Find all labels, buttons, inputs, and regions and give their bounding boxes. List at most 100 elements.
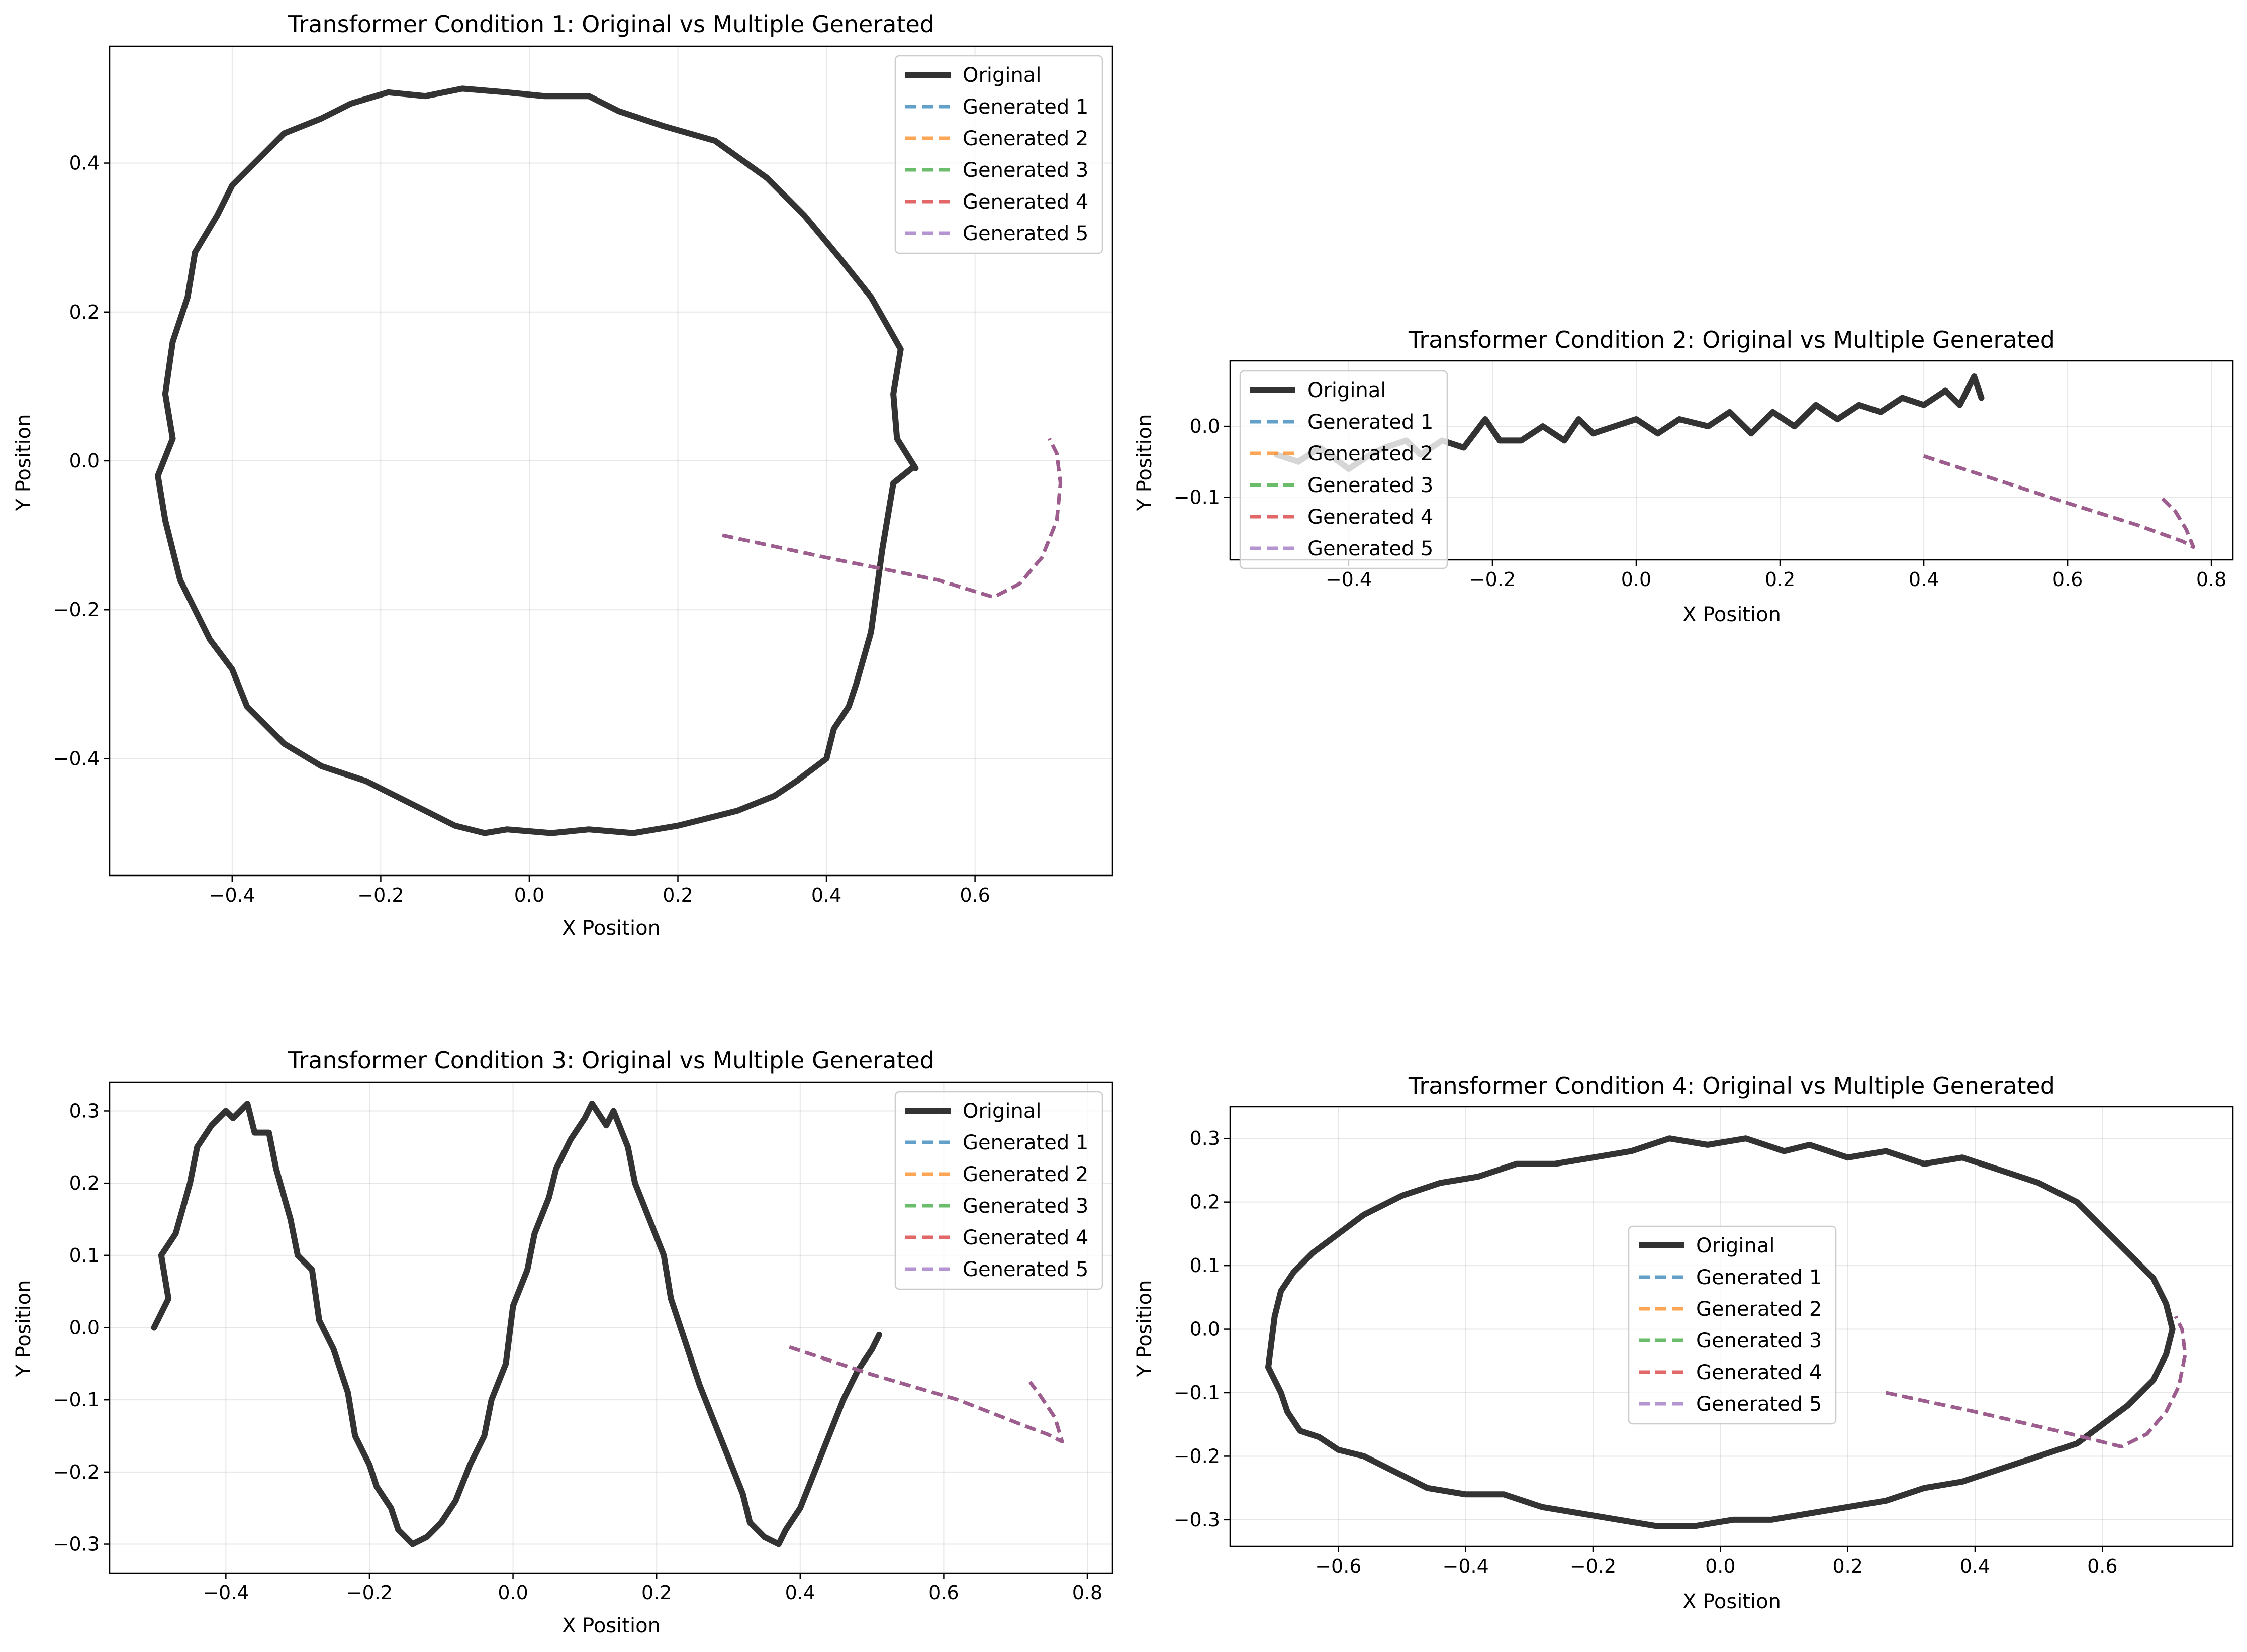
plot-area: −0.4 −0.2 0.0 0.2 0.4 0.6 0.8 −0.3 −0.2 −0.1 0.0 0.… [53, 1081, 1113, 1604]
legend: Original Generated 1 Generated 2 Generated … [894, 55, 1103, 254]
legend-label: Generated 4 [963, 1226, 1088, 1249]
x-axis-label: X Position [562, 1614, 661, 1637]
y-tick-label: 0.0 [1190, 1318, 1220, 1340]
x-tick-label: 0.4 [1909, 568, 1939, 591]
series-line-generated-5 [789, 1345, 1064, 1443]
y-tick-label: 0.2 [69, 1172, 100, 1194]
legend: Original Generated 1 Generated 2 Generated … [894, 1091, 1103, 1290]
legend-label: Generated 1 [963, 95, 1088, 119]
legend-label: Generated 1 [963, 1131, 1088, 1154]
x-tick-label: −0.4 [203, 1582, 249, 1604]
y-tick-label: −0.4 [53, 747, 100, 769]
x-tick-label: 0.6 [960, 884, 990, 906]
y-tick-label: −0.2 [53, 1461, 100, 1483]
x-tick-label: 0.0 [1705, 1555, 1735, 1577]
series-line-generated-1 [722, 438, 1063, 599]
chart-title: Transformer Condition 3: Original vs Mul… [288, 1047, 934, 1074]
legend-label: Generated 3 [963, 159, 1088, 182]
subplot-condition-4: Transformer Condition 4: Original vs Mul… [1133, 1072, 2234, 1613]
x-tick-label: 0.4 [1960, 1555, 1990, 1577]
y-tick-label: 0.0 [69, 1317, 100, 1339]
y-tick-label: 0.0 [69, 450, 100, 472]
legend-label: Original [963, 64, 1042, 87]
series-lines [1265, 1135, 2187, 1529]
series-lines [155, 85, 1063, 836]
x-tick-label: −0.4 [1443, 1555, 1489, 1577]
x-tick-label: 0.8 [1072, 1582, 1102, 1604]
y-tick-label: −0.1 [53, 1389, 100, 1411]
x-axis-label: X Position [1682, 603, 1781, 626]
legend-label: Generated 3 [1696, 1329, 1822, 1352]
chart-title: Transformer Condition 1: Original vs Mul… [288, 11, 934, 38]
legend-label: Generated 4 [1696, 1361, 1822, 1384]
x-tick-label: −0.6 [1315, 1555, 1361, 1577]
legend: Original Generated 1 Generated 2 Generated … [1239, 370, 1448, 569]
y-tick-label: 0.3 [69, 1100, 100, 1122]
x-tick-label: 0.2 [1832, 1555, 1862, 1577]
x-tick-label: −0.4 [209, 884, 255, 906]
chart-title: Transformer Condition 4: Original vs Mul… [1408, 1072, 2055, 1099]
series-line-original [151, 1101, 882, 1547]
y-axis-label: Y Position [12, 1280, 35, 1378]
legend-label: Generated 2 [963, 1163, 1088, 1186]
y-tick-label: −0.2 [53, 599, 100, 621]
x-tick-label: 0.4 [785, 1582, 815, 1604]
x-tick-label: −0.2 [357, 884, 404, 906]
x-tick-label: −0.4 [1326, 568, 1372, 591]
x-tick-label: 0.6 [2052, 568, 2083, 591]
legend-label: Generated 4 [1307, 506, 1433, 529]
x-tick-label: −0.2 [1469, 568, 1516, 591]
plot-area: −0.6 −0.4 −0.2 0.0 0.2 0.4 0.6 −0.3 −0.2 −0.1 0.0 0… [1174, 1106, 2234, 1577]
x-tick-label: 0.6 [928, 1582, 959, 1604]
x-tick-label: −0.2 [346, 1582, 393, 1604]
series-lines [151, 1101, 1064, 1547]
x-tick-label: 0.0 [1621, 568, 1651, 591]
legend-label: Original [963, 1100, 1042, 1123]
legend-label: Generated 5 [963, 222, 1088, 245]
legend-label: Generated 4 [963, 190, 1088, 214]
x-tick-label: 0.6 [2087, 1555, 2117, 1577]
plot-area: −0.4 −0.2 0.0 0.2 0.4 0.6 −0.4 −0.2 0.0 0.2 0.4 Ori… [53, 45, 1113, 906]
x-tick-label: 0.2 [1765, 568, 1795, 591]
series-line-generated-3 [722, 438, 1063, 599]
subplot-condition-1: Transformer Condition 1: Original vs Mul… [12, 11, 1113, 940]
subplot-condition-2: Transformer Condition 2: Original vs Mul… [1133, 326, 2234, 626]
series-line-generated-4 [722, 438, 1063, 599]
plot-area: −0.4 −0.2 0.0 0.2 0.4 0.6 0.8 −0.1 0.0 Original Ge… [1174, 360, 2234, 591]
y-tick-label: −0.1 [1174, 1382, 1220, 1404]
legend-label: Generated 5 [1696, 1393, 1822, 1416]
legend-label: Generated 5 [963, 1258, 1088, 1281]
y-axis-label: Y Position [1133, 414, 1156, 512]
y-axis-label: Y Position [1133, 1280, 1156, 1378]
legend-label: Generated 2 [963, 127, 1088, 150]
legend-label: Original [1696, 1234, 1775, 1257]
y-tick-label: −0.1 [1174, 487, 1220, 509]
x-axis-label: X Position [562, 917, 661, 940]
x-tick-label: 0.2 [663, 884, 693, 906]
series-line-original [1265, 1135, 2176, 1529]
y-tick-label: 0.2 [1190, 1191, 1220, 1213]
series-line-generated-5 [1923, 454, 2195, 549]
y-tick-label: −0.3 [53, 1533, 100, 1556]
x-tick-label: 0.4 [811, 884, 841, 906]
y-tick-label: 0.3 [1190, 1127, 1220, 1149]
series-line-generated-5 [1885, 1315, 2187, 1448]
legend-label: Generated 2 [1696, 1298, 1822, 1321]
y-axis-label: Y Position [12, 414, 35, 512]
y-tick-label: 0.1 [69, 1244, 100, 1267]
chart-title: Transformer Condition 2: Original vs Mul… [1408, 326, 2055, 353]
y-tick-label: 0.0 [1190, 415, 1220, 437]
x-tick-label: 0.2 [641, 1582, 672, 1604]
axes-frame [1229, 360, 2234, 561]
series-line-generated-2 [722, 438, 1063, 599]
x-tick-label: 0.0 [514, 884, 544, 906]
y-tick-label: 0.4 [69, 152, 100, 174]
y-tick-label: −0.2 [1174, 1445, 1220, 1467]
y-tick-label: 0.1 [1190, 1254, 1220, 1277]
legend-label: Generated 3 [1307, 474, 1433, 497]
x-tick-label: −0.2 [1570, 1555, 1616, 1577]
x-tick-label: 0.8 [2196, 568, 2226, 591]
y-tick-label: 0.2 [69, 301, 100, 323]
axes-frame [1229, 1106, 2234, 1547]
